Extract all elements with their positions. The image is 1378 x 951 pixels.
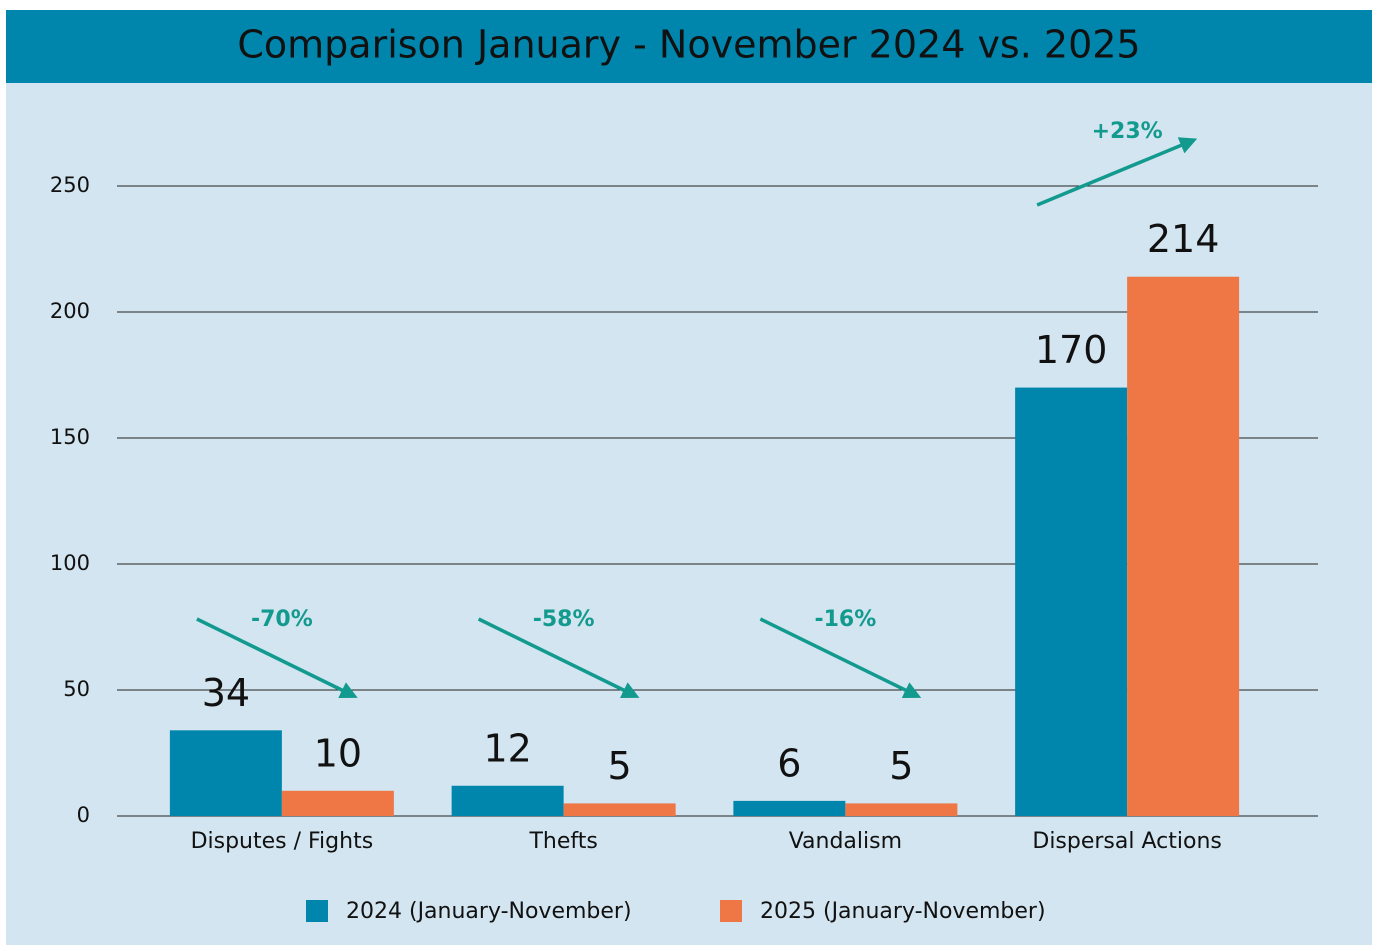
data-label: 170	[1035, 328, 1108, 372]
y-tick-label: 0	[77, 803, 90, 827]
data-label: 5	[608, 744, 632, 788]
legend-swatch	[306, 900, 328, 922]
data-label: 214	[1147, 217, 1220, 261]
data-label: 34	[202, 671, 250, 715]
header-band	[6, 10, 1372, 83]
x-tick-label: Vandalism	[789, 829, 902, 854]
change-annotation: -16%	[814, 607, 876, 632]
data-label: 6	[777, 741, 801, 785]
y-tick-label: 150	[50, 425, 90, 449]
x-tick-label: Thefts	[528, 829, 597, 854]
chart-title: Comparison January - November 2024 vs. 2…	[237, 23, 1140, 67]
data-label: 10	[314, 731, 362, 775]
trend-arrow	[196, 617, 358, 699]
bar	[451, 785, 564, 816]
bar	[733, 800, 846, 816]
x-tick-label: Dispersal Actions	[1032, 829, 1221, 854]
change-annotation: -58%	[533, 607, 595, 632]
bar	[1127, 276, 1240, 817]
data-label: 5	[889, 744, 913, 788]
y-tick-label: 50	[63, 677, 90, 701]
legend-label: 2024 (January-November)	[346, 899, 632, 924]
bar	[1015, 387, 1128, 816]
bar	[281, 790, 394, 816]
y-tick-label: 250	[50, 173, 90, 197]
legend-label: 2025 (January-November)	[760, 899, 1046, 924]
bar	[845, 803, 958, 816]
trend-arrow	[477, 617, 640, 699]
y-tick-label: 200	[50, 299, 90, 323]
data-label: 12	[483, 726, 531, 770]
trend-arrow	[1036, 137, 1198, 207]
change-annotation: -70%	[251, 607, 313, 632]
legend-swatch	[720, 900, 742, 922]
y-tick-label: 100	[50, 551, 90, 575]
bar	[563, 803, 676, 816]
change-annotation: +23%	[1092, 119, 1163, 144]
trend-arrow	[759, 617, 922, 699]
bar	[169, 730, 282, 816]
x-tick-label: Disputes / Fights	[191, 829, 374, 854]
